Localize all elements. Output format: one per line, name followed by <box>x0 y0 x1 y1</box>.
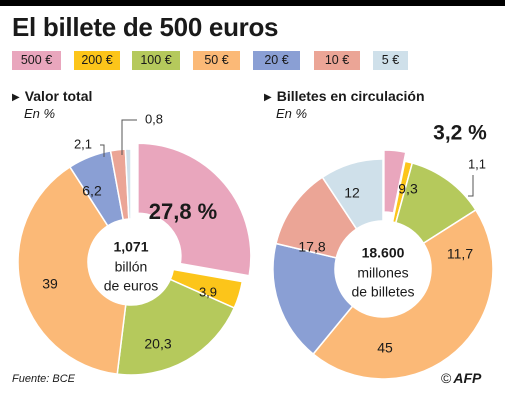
slice-label: 2,1 <box>74 136 92 151</box>
legend-item: 100 € <box>132 51 180 70</box>
donut-chart-2: 3,2 % 1,1 11,7 45 17,8 12 9,3 18.600 millones de … <box>272 122 494 380</box>
chart-1-unit: En % <box>24 106 56 121</box>
pie-slice <box>116 278 236 376</box>
slice-label: 17,8 <box>298 239 325 255</box>
center-label: de euros <box>104 278 158 294</box>
chart-2-heading: ▶ Billetes en circulación <box>264 88 425 104</box>
legend-item: 50 € <box>193 51 240 70</box>
slice-label: 39 <box>42 276 58 292</box>
pie-slice <box>17 165 127 375</box>
top-bar <box>0 0 505 6</box>
pie-slice <box>137 142 252 277</box>
pie-slice <box>312 208 494 380</box>
legend-item: 500 € <box>12 51 61 70</box>
pie-slice <box>321 158 384 230</box>
slice-label: 3,9 <box>199 284 217 299</box>
copyright-symbol: © <box>441 370 452 386</box>
center-label: 18.600 <box>362 245 405 261</box>
legend-item: 20 € <box>253 51 300 70</box>
leader-line <box>468 175 474 197</box>
chart-1-heading: ▶ Valor total <box>12 88 92 104</box>
agency-credit: © AFP <box>441 370 481 386</box>
triangle-bullet-icon: ▶ <box>12 92 20 103</box>
chart-2-unit: En % <box>276 106 308 121</box>
pie-slice <box>383 149 407 214</box>
afp-logo: AFP <box>453 370 482 386</box>
pie-slice <box>124 148 132 220</box>
center-label: de billetes <box>351 284 414 300</box>
center-label: 1,071 <box>113 239 148 255</box>
slice-label: 9,3 <box>398 181 418 197</box>
slice-label: 3,2 % <box>433 122 487 145</box>
donut-chart-1: 27,8 % 3,9 20,3 39 6,2 2,1 0,8 1,071 billón de eu… <box>17 111 252 376</box>
slice-label: 12 <box>344 185 360 201</box>
chart-2-title: Billetes en circulación <box>276 88 425 104</box>
center-label: billón <box>115 259 148 275</box>
source-note: Fuente: BCE <box>12 373 75 385</box>
legend-item: 5 € <box>373 51 408 70</box>
center-label: millones <box>357 265 408 281</box>
legend-item: 10 € <box>314 51 360 70</box>
chart-1-title: Valor total <box>24 88 93 104</box>
slice-label: 6,2 <box>82 183 102 199</box>
slice-label: 45 <box>377 340 393 356</box>
slice-label: 1,1 <box>468 156 486 171</box>
leader-line <box>121 119 137 155</box>
legend-item: 200 € <box>74 51 120 70</box>
leader-line <box>100 144 105 157</box>
slice-label: 0,8 <box>145 111 163 126</box>
page-title: El billete de 500 euros <box>12 12 279 42</box>
slice-label: 27,8 % <box>149 199 218 224</box>
slice-label: 11,7 <box>447 246 473 262</box>
pie-slice <box>272 242 354 356</box>
triangle-bullet-icon: ▶ <box>264 92 272 103</box>
slice-label: 20,3 <box>144 336 171 352</box>
